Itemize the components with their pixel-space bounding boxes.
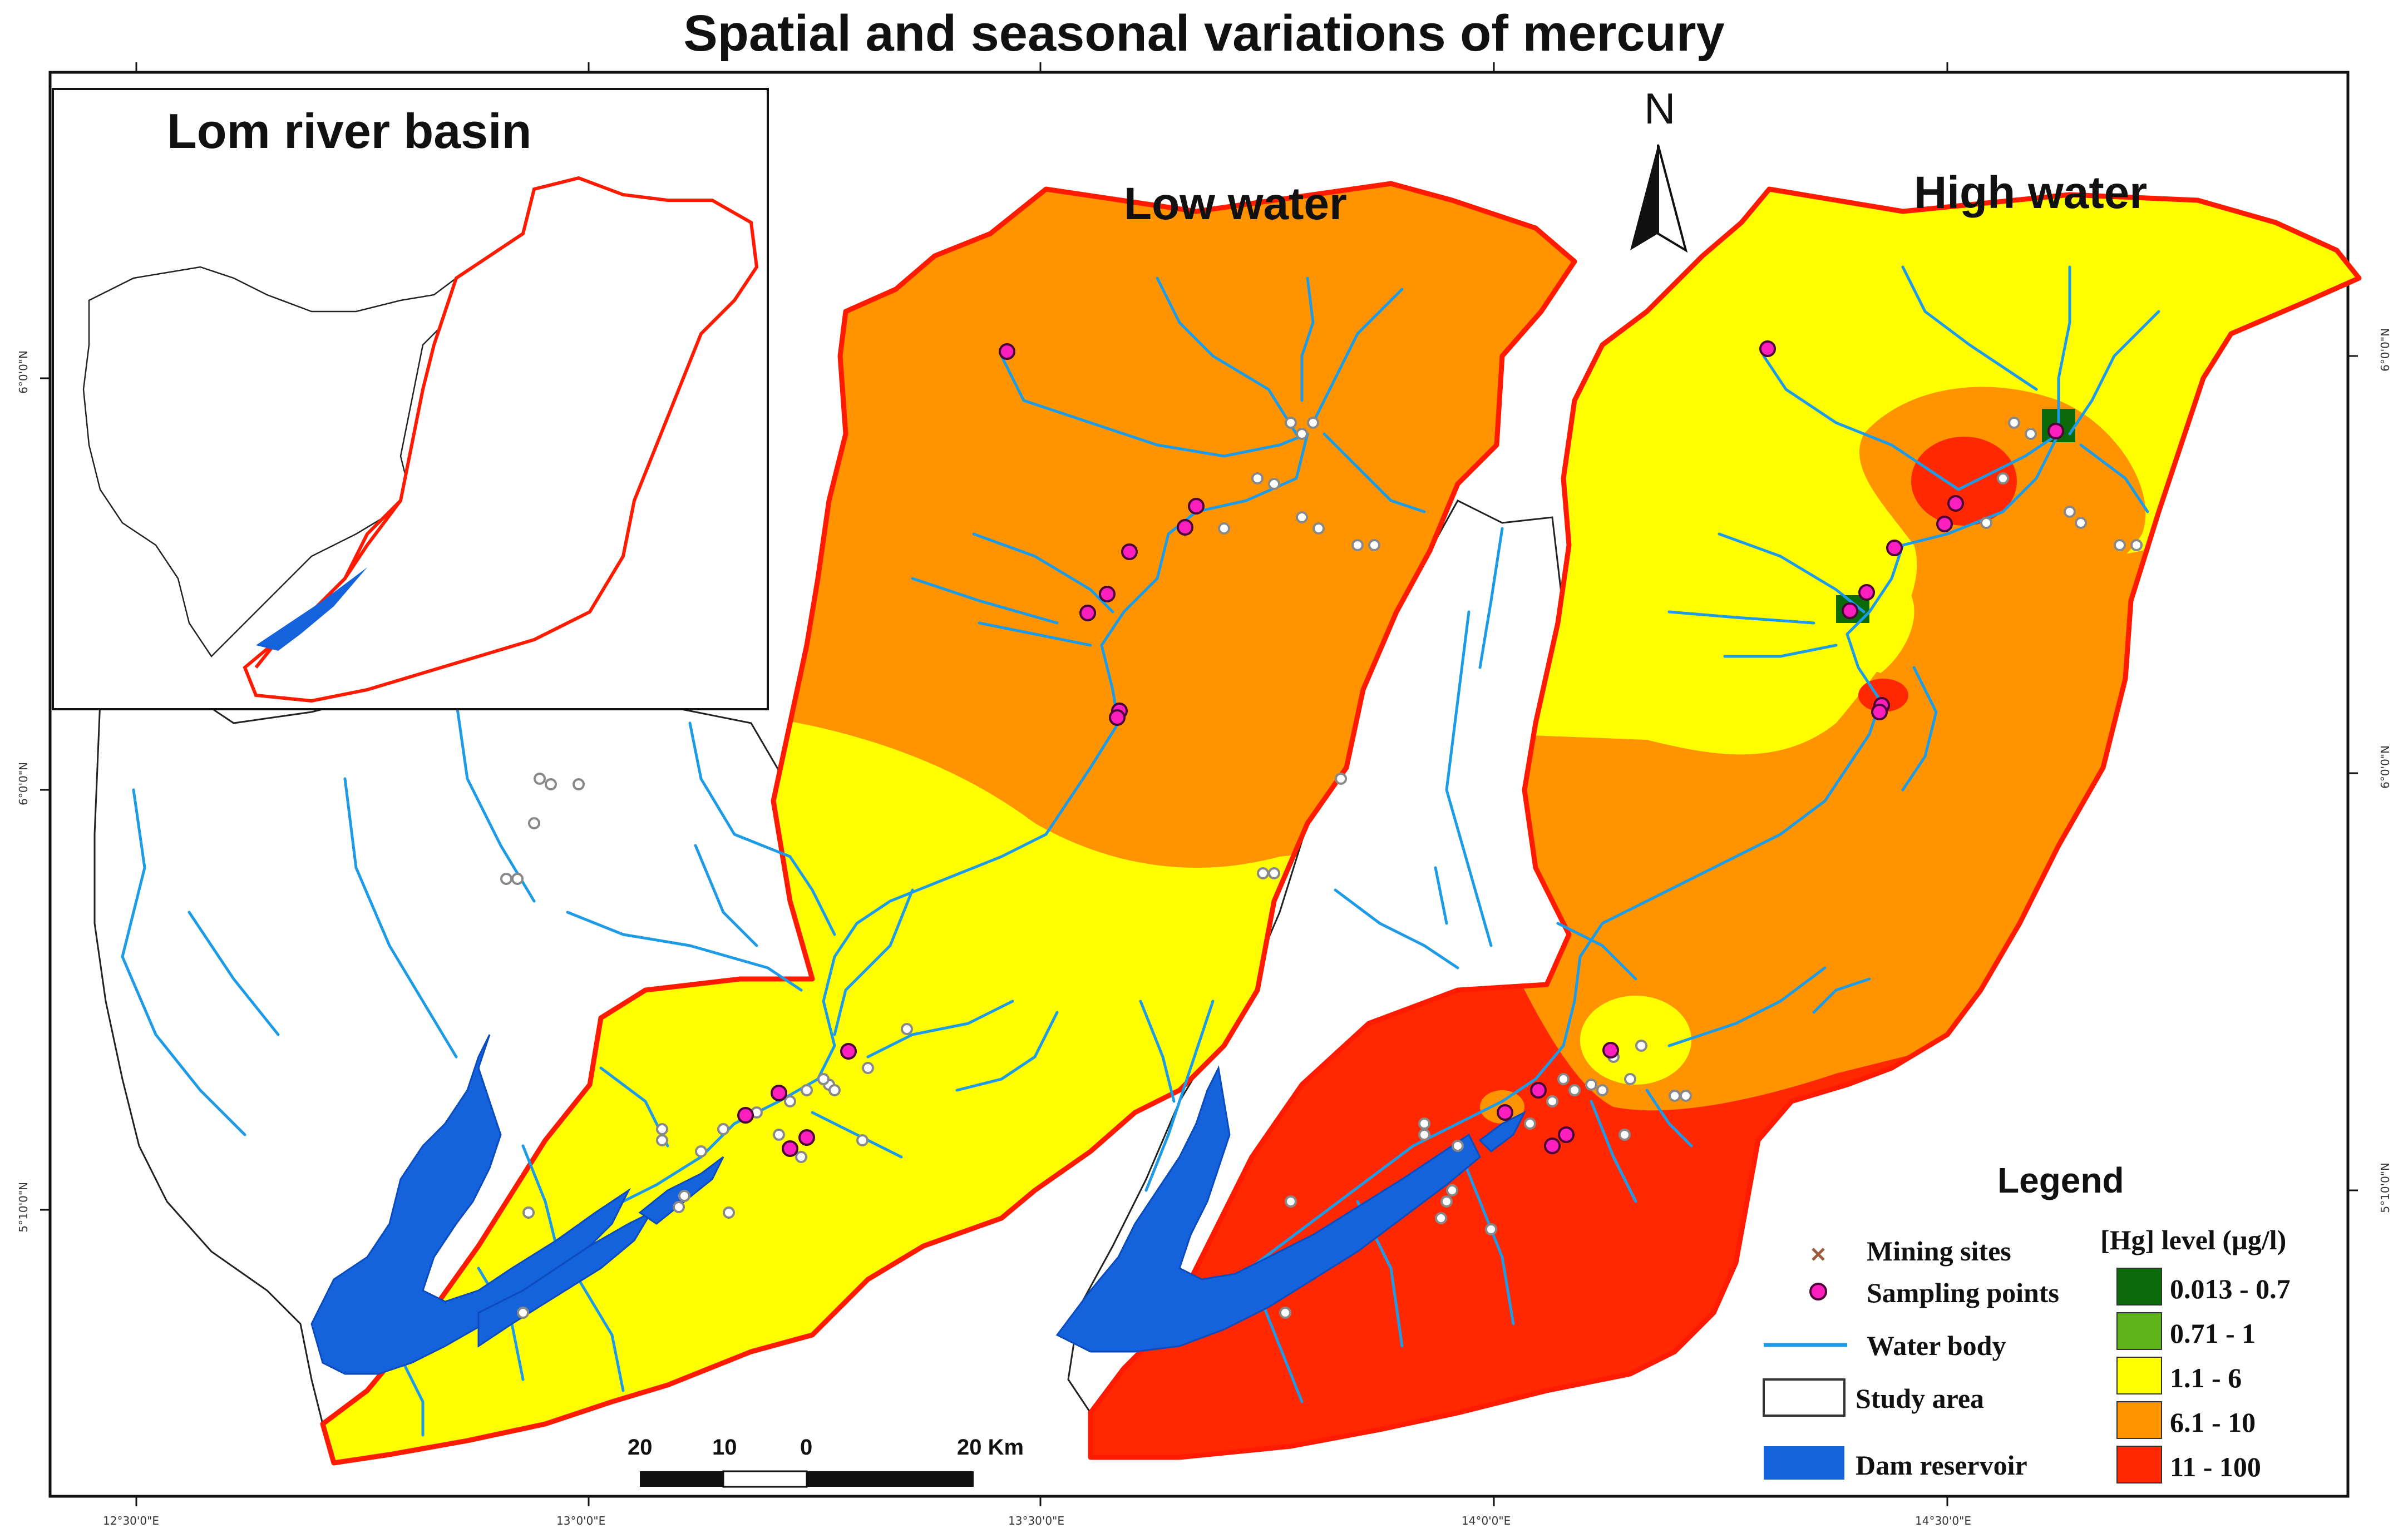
- lon-tick-label: 13°0'0"E: [556, 1514, 606, 1527]
- map-frame: [48, 71, 2350, 1498]
- lat-tick-label: 5°10'0"N: [17, 1182, 30, 1233]
- low-water-label: Low water: [1124, 179, 1347, 229]
- inset-map: [52, 88, 769, 710]
- legend-symbols: [1763, 1248, 1847, 1480]
- legend-class-label: 0.013 - 0.7: [2170, 1273, 2291, 1304]
- legend-sampling-points: Sampling points: [1867, 1277, 2059, 1308]
- legend-class-label: 11 - 100: [2170, 1451, 2261, 1482]
- legend-dam-reservoir: Dam reservoir: [1856, 1450, 2027, 1481]
- legend-mining-sites: Mining sites: [1867, 1235, 2011, 1267]
- hg-swatch: [2116, 1357, 2162, 1394]
- low-water-boundary: [320, 181, 1577, 1466]
- lon-tick-label: 14°0'0"E: [1462, 1514, 1511, 1527]
- scale-label: 20: [628, 1435, 653, 1460]
- north-arrow-icon: [1630, 144, 1688, 253]
- lat-tick-label: 6°0'0"N: [17, 350, 30, 394]
- high-water-boundary: [1088, 186, 2362, 1460]
- legend-title: Legend: [1997, 1160, 2124, 1200]
- hg-swatch: [2116, 1312, 2162, 1350]
- legend-class-label: 6.1 - 10: [2170, 1407, 2256, 1438]
- inset-title: Lom river basin: [167, 103, 532, 159]
- north-label: N: [1644, 84, 1676, 133]
- lat-tick-label: 6°0'0"N: [2379, 745, 2392, 789]
- legend-class-label: 1.1 - 6: [2170, 1362, 2242, 1393]
- scale-label: 10: [712, 1435, 737, 1460]
- sampling-point-symbol: [1809, 1283, 1827, 1300]
- hg-swatch: [2116, 1446, 2162, 1483]
- lat-tick-label: 5°10'0"N: [2379, 1163, 2392, 1213]
- mining-site-symbol: [1812, 1248, 1825, 1261]
- dam-reservoir-symbol: [1764, 1446, 1844, 1480]
- legend-water-body: Water body: [1867, 1330, 2006, 1361]
- hg-swatch: [2116, 1268, 2162, 1305]
- map-title: Spatial and seasonal variations of mercu…: [683, 5, 1725, 62]
- lon-tick-label: 13°30'0"E: [1008, 1514, 1064, 1527]
- legend-class-label: 0.71 - 1: [2170, 1318, 2256, 1349]
- lon-tick-label: 12°30'0"E: [103, 1514, 159, 1527]
- lat-tick-label: 6°0'0"N: [17, 762, 30, 805]
- sampling-points: [737, 340, 2064, 1157]
- hg-level-swatches: [2116, 1268, 2162, 1483]
- scale-bar: [640, 1470, 974, 1488]
- scale-label: 0: [800, 1435, 813, 1460]
- legend-hg-title: [Hg] level (µg/l): [2100, 1224, 2287, 1255]
- hg-swatch: [2116, 1401, 2162, 1439]
- legend-study-area: Study area: [1856, 1383, 1985, 1414]
- lat-tick-label: 6°0'0"N: [2379, 328, 2392, 372]
- lon-tick-label: 14°30'0"E: [1915, 1514, 1971, 1527]
- scale-label: 20 Km: [957, 1435, 1024, 1460]
- high-water-label: High water: [1914, 167, 2148, 218]
- study-area-symbol: [1763, 1378, 1846, 1417]
- graticule-ticks: [40, 62, 2358, 1506]
